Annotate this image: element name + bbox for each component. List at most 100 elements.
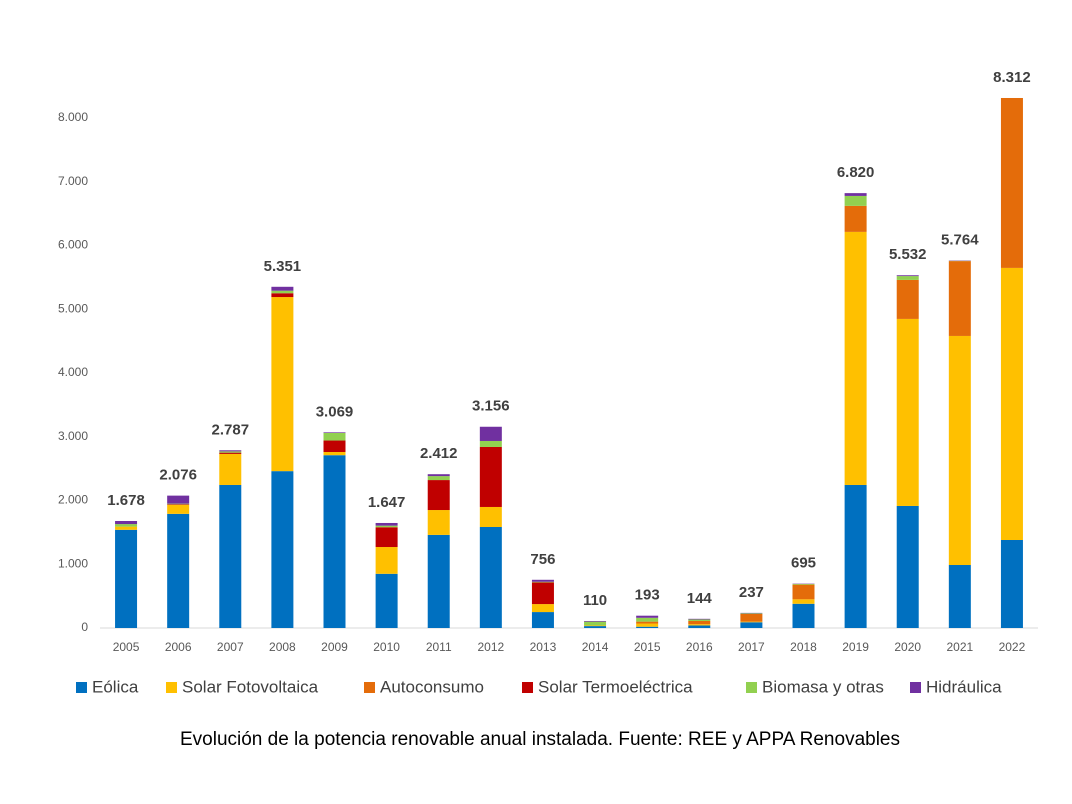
- x-tick-label: 2016: [686, 640, 713, 654]
- bar-segment: [688, 620, 711, 625]
- bar-segment: [375, 573, 398, 628]
- total-label: 237: [739, 584, 764, 601]
- y-tick-label: 6.000: [58, 238, 88, 252]
- total-label: 1.647: [368, 494, 406, 511]
- bar-segment: [375, 547, 398, 574]
- bar-segment: [844, 205, 867, 232]
- bar-segment: [740, 613, 763, 614]
- bar-segment: [375, 522, 398, 526]
- bar-segment: [844, 231, 867, 485]
- bar-segment: [479, 426, 502, 441]
- legend-swatch: [910, 682, 921, 693]
- bar-segment: [427, 510, 450, 535]
- bar-segment: [167, 504, 190, 514]
- bar-segment: [896, 318, 919, 506]
- total-label: 756: [530, 551, 555, 568]
- bar-segment: [636, 615, 659, 618]
- bar-segment: [636, 623, 659, 627]
- bar-segment: [1000, 97, 1023, 268]
- total-label: 1.678: [107, 492, 145, 509]
- x-tick-label: 2021: [946, 640, 973, 654]
- bar-segment: [844, 195, 867, 206]
- legend-swatch: [522, 682, 533, 693]
- bar-segment: [323, 432, 346, 433]
- legend-swatch: [76, 682, 87, 693]
- bar-segment: [271, 297, 294, 472]
- bar-segment: [115, 524, 138, 527]
- bar-segment: [688, 618, 711, 620]
- bar-segment: [896, 276, 919, 280]
- bar-segment: [584, 625, 607, 627]
- bar-segment: [427, 474, 450, 477]
- bar-segment: [115, 526, 138, 530]
- legend-label: Eólica: [92, 677, 139, 696]
- bar-segment: [531, 581, 554, 583]
- y-tick-label: 0: [81, 620, 88, 634]
- bar-segment: [271, 471, 294, 628]
- bar-segment: [531, 604, 554, 613]
- y-tick-label: 1.000: [58, 556, 88, 570]
- bar-segment: [740, 621, 763, 623]
- bar-segment: [844, 193, 867, 196]
- bar-segment: [375, 525, 398, 528]
- bar-segment: [271, 290, 294, 294]
- total-label: 5.764: [941, 231, 979, 248]
- bar-segment: [531, 612, 554, 628]
- bar-segment: [427, 534, 450, 628]
- bar-segment: [896, 505, 919, 628]
- x-tick-label: 2015: [634, 640, 661, 654]
- total-label: 2.412: [420, 445, 458, 462]
- total-label: 6.820: [837, 164, 875, 181]
- bar-segment: [167, 504, 190, 505]
- bar-segment: [1000, 540, 1023, 628]
- x-tick-label: 2019: [842, 640, 869, 654]
- bar-segment: [219, 484, 242, 628]
- x-tick-label: 2014: [582, 640, 609, 654]
- bar-segment: [375, 527, 398, 548]
- bar-segment: [792, 584, 815, 600]
- bar-segment: [740, 622, 763, 628]
- bar-segment: [323, 432, 346, 441]
- bar-segment: [688, 619, 711, 621]
- bar-segment: [167, 513, 190, 628]
- legend-label: Solar Termoeléctrica: [538, 677, 693, 696]
- total-label: 695: [791, 555, 816, 572]
- legend-label: Hidráulica: [926, 677, 1002, 696]
- x-tick-label: 2012: [477, 640, 504, 654]
- bar-segment: [427, 480, 450, 511]
- bar-segment: [948, 261, 971, 336]
- bar-segment: [479, 506, 502, 527]
- legend-label: Autoconsumo: [380, 677, 484, 696]
- bar-segment: [479, 526, 502, 628]
- x-tick-label: 2005: [113, 640, 140, 654]
- bar-segment: [584, 621, 607, 626]
- bar-segment: [636, 621, 659, 624]
- x-tick-label: 2011: [426, 640, 452, 654]
- y-tick-label: 2.000: [58, 493, 88, 507]
- bar-segment: [219, 453, 242, 485]
- bar-segment: [688, 625, 711, 628]
- bar-segment: [636, 626, 659, 628]
- x-tick-label: 2006: [165, 640, 192, 654]
- total-label: 3.156: [472, 398, 510, 415]
- x-tick-label: 2022: [999, 640, 1026, 654]
- bar-segment: [896, 279, 919, 319]
- total-label: 2.076: [159, 467, 197, 484]
- legend-swatch: [746, 682, 757, 693]
- bar-segment: [896, 275, 919, 277]
- bar-segment: [271, 293, 294, 298]
- bar-segment: [167, 503, 190, 505]
- legend-swatch: [364, 682, 375, 693]
- bar-segment: [115, 521, 138, 525]
- bar-segment: [427, 476, 450, 481]
- x-tick-label: 2010: [373, 640, 400, 654]
- total-label: 8.312: [993, 69, 1031, 86]
- legend-swatch: [166, 682, 177, 693]
- bar-segment: [948, 335, 971, 566]
- total-label: 5.532: [889, 246, 927, 263]
- bar-segment: [531, 579, 554, 582]
- bar-segment: [584, 626, 607, 628]
- bar-segment: [948, 565, 971, 628]
- bar-segment: [584, 620, 607, 622]
- x-tick-label: 2018: [790, 640, 817, 654]
